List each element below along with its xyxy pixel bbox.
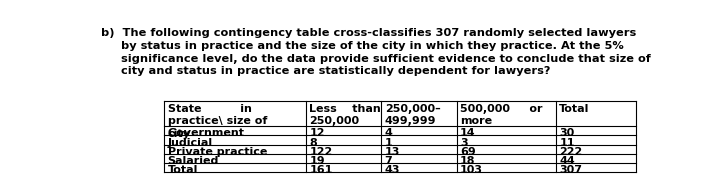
Text: 122: 122 [309, 147, 332, 157]
Text: 307: 307 [559, 165, 582, 175]
Text: Less    than
250,000: Less than 250,000 [309, 104, 381, 126]
Text: 1: 1 [384, 138, 392, 148]
Text: 44: 44 [559, 156, 575, 166]
Text: Total: Total [168, 165, 198, 175]
Text: Government: Government [168, 129, 245, 138]
Text: 14: 14 [460, 129, 476, 138]
Text: 103: 103 [460, 165, 483, 175]
Text: 30: 30 [559, 129, 574, 138]
Text: 500,000     or
more: 500,000 or more [460, 104, 543, 126]
Text: 222: 222 [559, 147, 583, 157]
Text: 3: 3 [460, 138, 468, 148]
Text: b)  The following contingency table cross-classifies 307 randomly selected lawye: b) The following contingency table cross… [100, 28, 650, 76]
Text: Total: Total [559, 104, 589, 114]
Text: 4: 4 [384, 129, 392, 138]
Text: 13: 13 [384, 147, 400, 157]
Text: 69: 69 [460, 147, 476, 157]
Text: 19: 19 [309, 156, 325, 166]
Text: 161: 161 [309, 165, 333, 175]
Text: Private practice: Private practice [168, 147, 267, 157]
Text: 11: 11 [559, 138, 575, 148]
Text: 8: 8 [309, 138, 317, 148]
Text: 250,000–
499,999: 250,000– 499,999 [384, 104, 440, 126]
Text: State          in
practice\ size of
city: State in practice\ size of city [168, 104, 267, 138]
Text: 43: 43 [384, 165, 400, 175]
Text: 18: 18 [460, 156, 475, 166]
Text: Salaried: Salaried [168, 156, 219, 166]
Text: Judicial: Judicial [168, 138, 213, 148]
Text: 12: 12 [309, 129, 325, 138]
Text: 7: 7 [384, 156, 392, 166]
